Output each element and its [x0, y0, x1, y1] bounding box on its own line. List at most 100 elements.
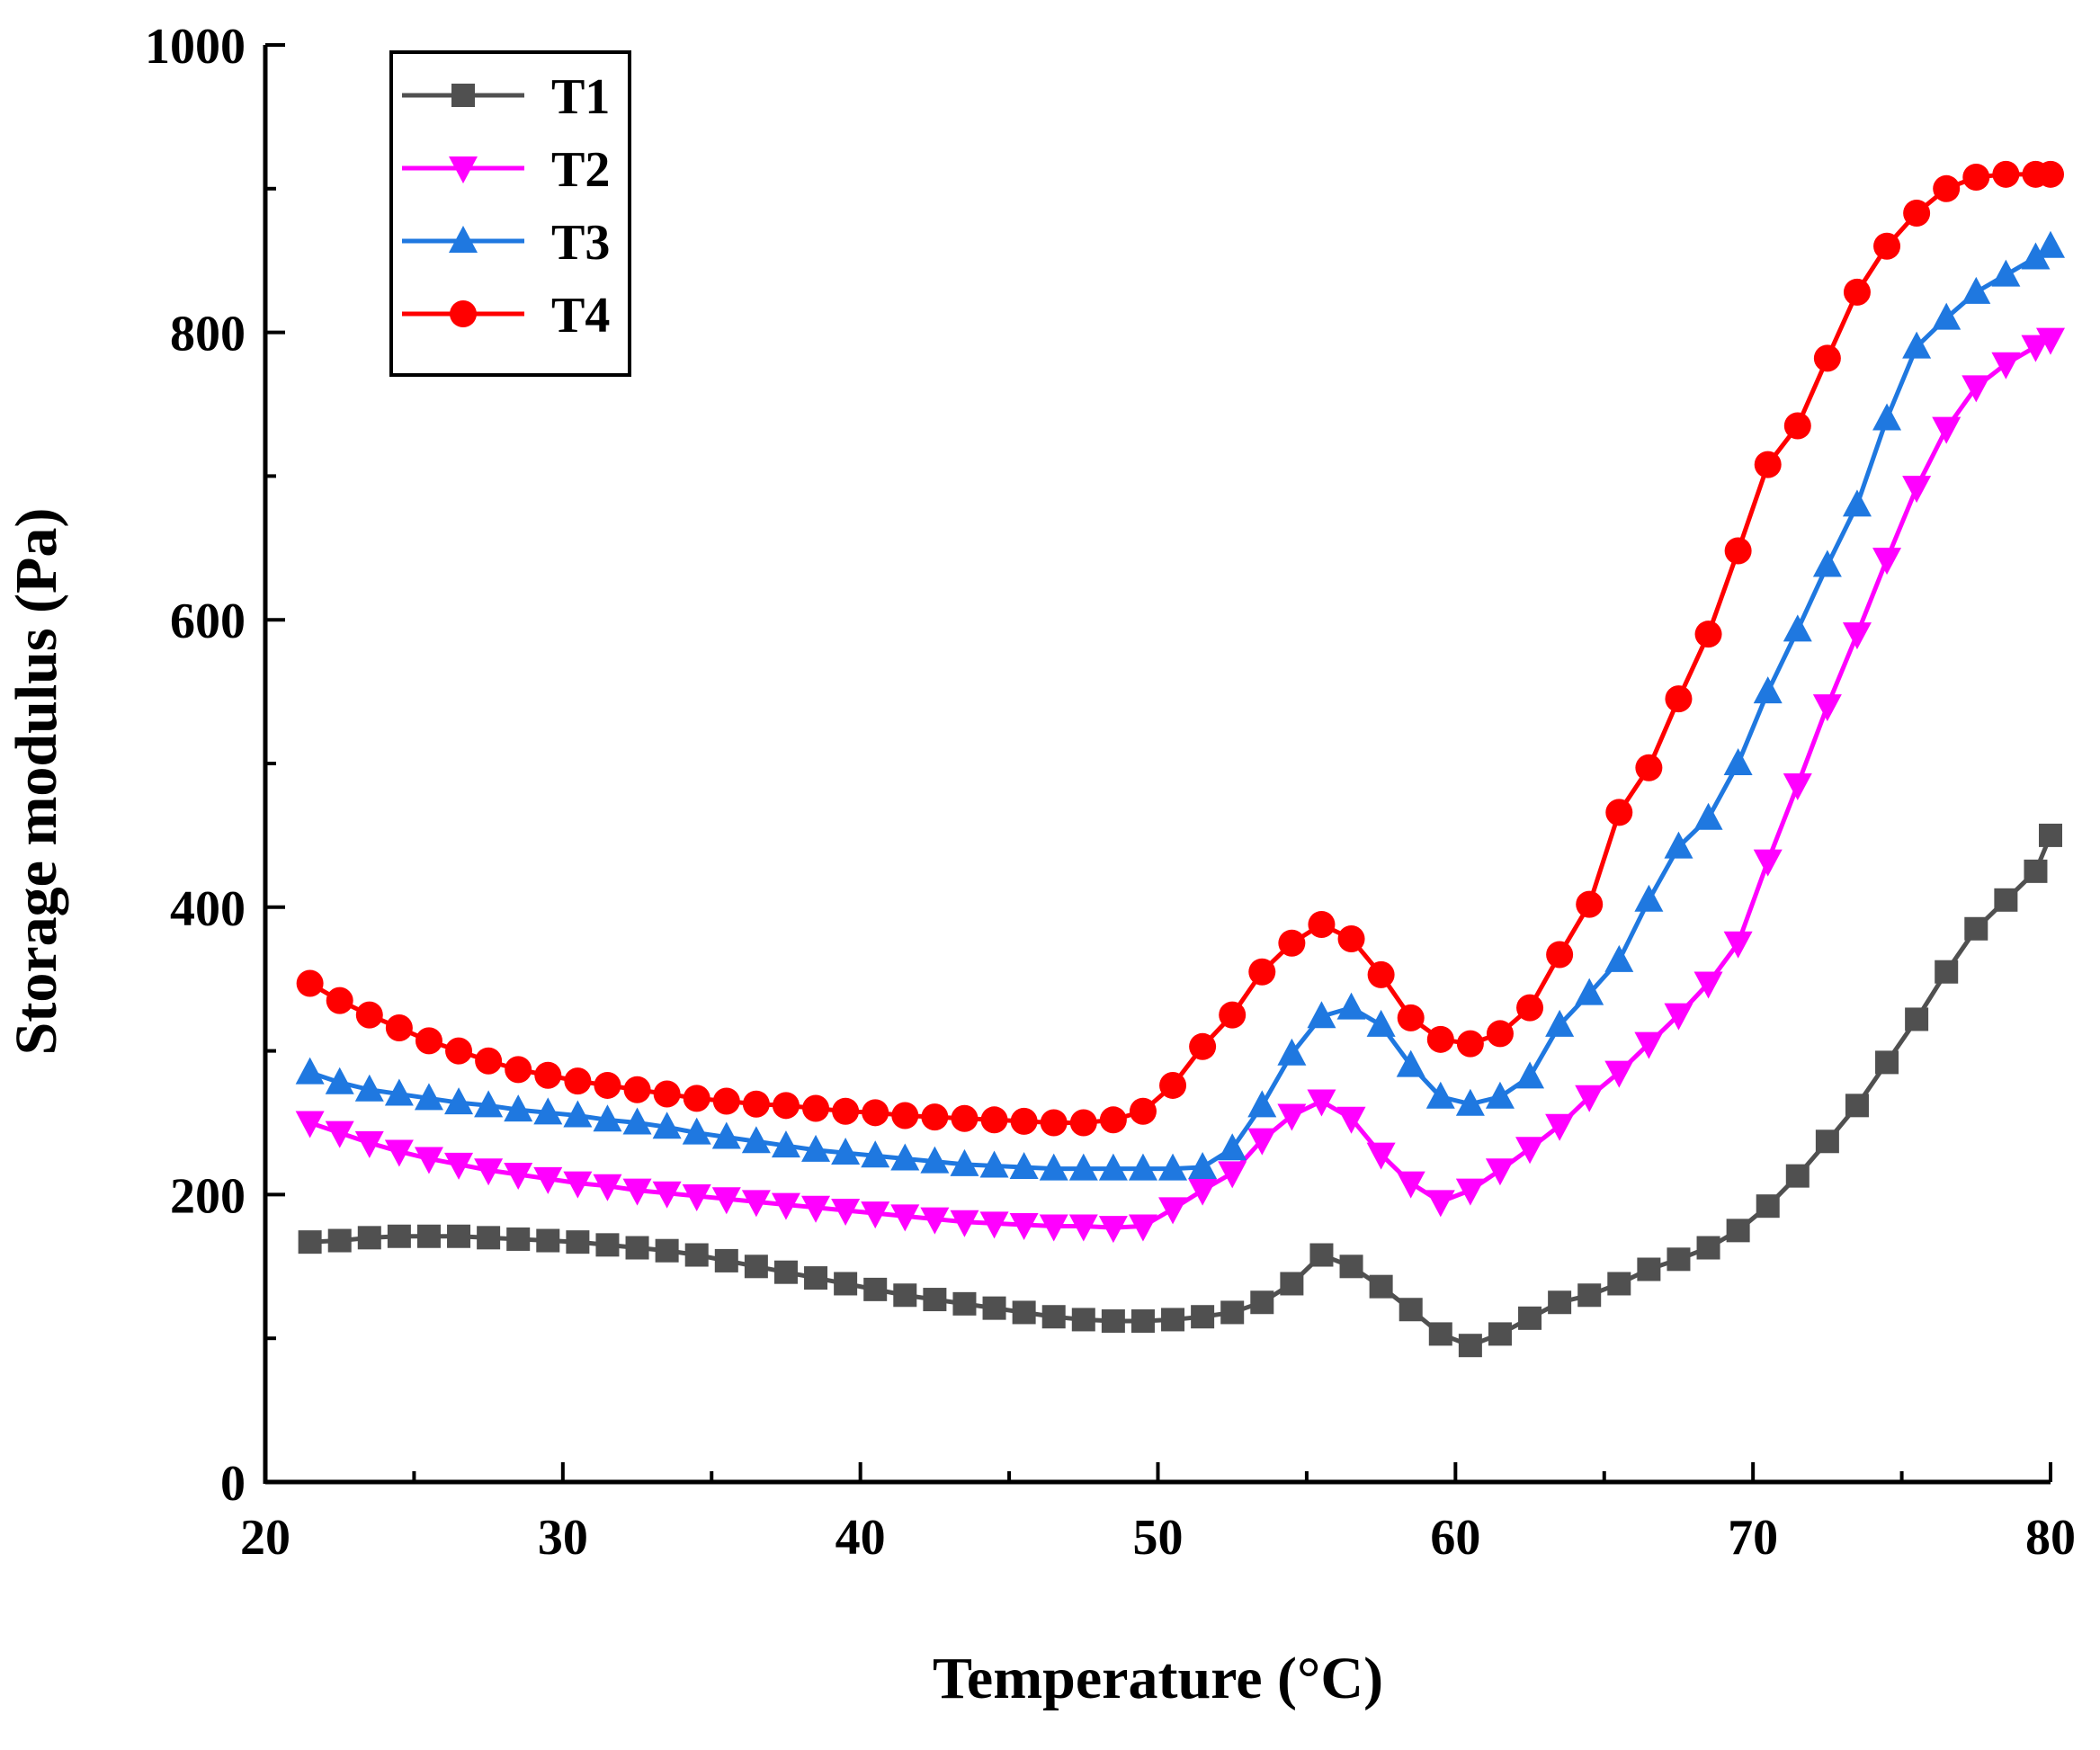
- point-T1-21: [923, 1288, 947, 1312]
- point-T4-46: [1665, 685, 1693, 713]
- point-T3-41: [1515, 1061, 1545, 1089]
- point-T3-32: [1247, 1090, 1277, 1118]
- point-T4-0: [296, 969, 324, 997]
- point-T1-3: [387, 1224, 411, 1248]
- point-T1-59: [2039, 823, 2062, 847]
- point-T4-12: [653, 1080, 681, 1108]
- point-T1-31: [1220, 1300, 1245, 1325]
- point-T3-28: [1128, 1153, 1157, 1181]
- point-T4-29: [1159, 1071, 1187, 1099]
- point-T1-11: [625, 1236, 649, 1260]
- point-T2-38: [1425, 1190, 1455, 1218]
- point-T2-25: [1039, 1214, 1068, 1242]
- legend-marker-T2: [449, 156, 478, 183]
- point-T4-11: [623, 1076, 651, 1103]
- point-T4-15: [742, 1090, 770, 1118]
- point-T4-2: [355, 1001, 383, 1029]
- point-T1-28: [1130, 1309, 1155, 1334]
- point-T1-6: [477, 1226, 501, 1250]
- point-T2-18: [831, 1198, 861, 1226]
- x-tick-label-5: 70: [1728, 1510, 1778, 1566]
- point-T4-7: [505, 1056, 532, 1084]
- point-T2-24: [1009, 1212, 1039, 1240]
- point-T2-30: [1188, 1178, 1218, 1206]
- point-T2-11: [622, 1178, 652, 1206]
- point-T4-40: [1486, 1020, 1514, 1048]
- point-T4-16: [772, 1092, 800, 1120]
- point-T3-0: [295, 1057, 325, 1085]
- legend-marker-T1: [451, 84, 475, 107]
- point-T2-54: [1902, 476, 1932, 504]
- point-T2-33: [1277, 1103, 1307, 1131]
- point-T1-24: [1012, 1300, 1036, 1325]
- series-T3: [295, 230, 2065, 1181]
- point-T3-22: [950, 1148, 979, 1176]
- point-T3-25: [1039, 1153, 1068, 1181]
- legend-label-T3: T3: [551, 215, 610, 271]
- point-T1-14: [714, 1248, 738, 1272]
- point-T2-3: [384, 1139, 414, 1167]
- point-T4-57: [1992, 160, 2020, 188]
- point-T2-23: [979, 1211, 1009, 1239]
- point-T1-41: [1518, 1306, 1542, 1330]
- point-T1-18: [834, 1272, 858, 1296]
- point-T3-36: [1366, 1009, 1396, 1037]
- point-T1-26: [1071, 1308, 1095, 1332]
- point-T2-56: [1961, 375, 1991, 403]
- y-tick-label-3: 600: [170, 594, 246, 649]
- point-T1-45: [1637, 1257, 1661, 1281]
- point-T2-44: [1604, 1060, 1634, 1088]
- point-T3-23: [979, 1150, 1009, 1178]
- y-tick-label-1: 200: [170, 1168, 246, 1224]
- point-T4-50: [1783, 412, 1811, 440]
- point-T1-50: [1785, 1164, 1810, 1188]
- point-T1-7: [506, 1227, 531, 1251]
- legend-box: [389, 50, 631, 377]
- point-T4-5: [445, 1037, 473, 1065]
- point-T3-48: [1723, 748, 1753, 775]
- point-T2-10: [593, 1174, 622, 1201]
- point-T4-30: [1189, 1032, 1217, 1060]
- point-T2-7: [504, 1163, 533, 1191]
- point-T1-57: [1994, 888, 2018, 912]
- point-T2-22: [950, 1210, 979, 1237]
- x-tick-label-4: 60: [1430, 1510, 1480, 1566]
- point-T3-3: [384, 1078, 414, 1106]
- point-T1-4: [416, 1224, 441, 1248]
- point-T2-52: [1842, 622, 1872, 650]
- legend: T1 T2 T3 T4: [389, 50, 631, 377]
- point-T2-0: [295, 1111, 325, 1138]
- point-T2-16: [771, 1192, 800, 1220]
- point-T3-18: [831, 1138, 861, 1165]
- point-T2-49: [1753, 849, 1783, 877]
- point-T2-55: [1932, 416, 1961, 444]
- point-T2-32: [1247, 1128, 1277, 1156]
- point-T3-33: [1277, 1038, 1307, 1066]
- point-T1-1: [327, 1228, 352, 1253]
- point-T4-59: [2037, 160, 2064, 188]
- point-T3-45: [1634, 884, 1664, 912]
- y-tick-label-4: 800: [170, 307, 246, 362]
- point-T2-37: [1396, 1171, 1425, 1199]
- point-T2-43: [1575, 1085, 1604, 1112]
- point-T1-12: [655, 1238, 679, 1263]
- point-T4-35: [1337, 924, 1365, 952]
- point-T2-13: [682, 1183, 711, 1211]
- point-T1-44: [1607, 1272, 1631, 1296]
- point-T2-31: [1218, 1161, 1247, 1189]
- point-T1-5: [447, 1224, 471, 1248]
- point-T2-20: [890, 1204, 920, 1232]
- point-T1-30: [1191, 1305, 1215, 1329]
- point-T2-45: [1634, 1031, 1664, 1059]
- point-T4-38: [1426, 1025, 1454, 1053]
- point-T4-4: [415, 1027, 442, 1055]
- point-T4-25: [1040, 1109, 1068, 1137]
- point-T4-21: [921, 1103, 949, 1131]
- point-T1-34: [1309, 1243, 1334, 1267]
- legend-marker-T4: [450, 300, 477, 327]
- point-T3-55: [1932, 302, 1961, 330]
- point-T4-51: [1813, 344, 1841, 372]
- point-T3-16: [771, 1130, 800, 1158]
